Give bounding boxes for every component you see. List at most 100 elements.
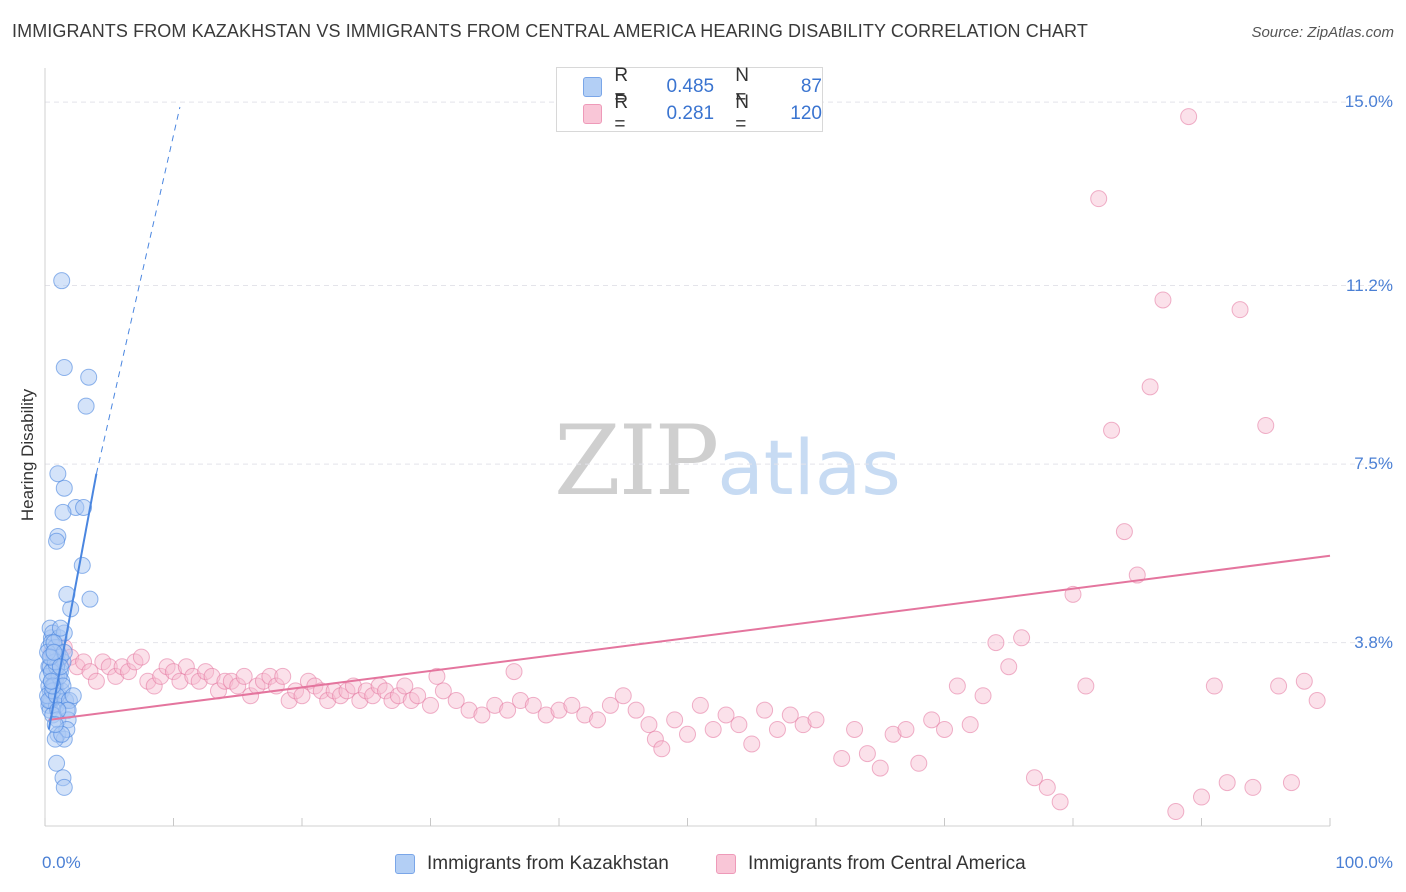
- central-america-points: [42, 108, 1326, 821]
- y-tick-label: 7.5%: [1354, 454, 1393, 474]
- central-america-point: [1270, 677, 1288, 695]
- bottom-legend-swatch-central-america: [716, 854, 736, 874]
- central-america-point: [364, 687, 382, 705]
- central-america-point: [576, 706, 594, 724]
- central-america-point: [1193, 788, 1210, 806]
- central-america-point: [280, 692, 298, 710]
- central-america-point: [351, 692, 369, 710]
- central-america-point: [948, 677, 966, 695]
- central-america-point: [704, 720, 722, 738]
- chart-title: IMMIGRANTS FROM KAZAKHSTAN VS IMMIGRANTS…: [12, 21, 1088, 41]
- central-america-point: [422, 696, 439, 714]
- central-america-point: [858, 745, 876, 763]
- central-america-point: [1231, 301, 1249, 319]
- central-america-point: [377, 682, 395, 700]
- central-america-point: [434, 682, 452, 700]
- central-america-point: [1282, 774, 1300, 792]
- central-america-point: [768, 720, 786, 738]
- y-tick-label: 11.2%: [1346, 275, 1393, 295]
- central-america-point: [987, 634, 1005, 652]
- central-america-point: [1154, 291, 1172, 309]
- kazakhstan-point: [77, 397, 95, 415]
- central-america-point: [486, 696, 504, 714]
- bottom-legend-kazakhstan: Immigrants from Kazakhstan: [395, 852, 669, 876]
- kazakhstan-point: [55, 479, 73, 497]
- central-america-point: [1141, 378, 1159, 396]
- central-america-point: [499, 701, 517, 719]
- central-america-point: [312, 682, 330, 700]
- kazakhstan-point: [81, 590, 99, 608]
- central-america-point: [1000, 658, 1018, 676]
- central-america-point: [81, 663, 99, 681]
- central-america-point: [1090, 190, 1108, 208]
- kazakhstan-point: [49, 465, 67, 483]
- central-america-trend-line: [48, 554, 1331, 721]
- central-america-point: [807, 711, 825, 729]
- kazakhstan-point: [54, 503, 72, 521]
- central-america-point: [936, 720, 953, 738]
- central-america-point: [145, 677, 163, 695]
- legend-n-value: 87: [800, 76, 822, 97]
- central-america-point: [794, 716, 812, 734]
- central-america-point: [1257, 416, 1275, 434]
- central-america-point: [563, 696, 581, 714]
- central-america-point: [1244, 778, 1262, 796]
- kazakhstan-point: [73, 556, 91, 574]
- central-america-point: [910, 754, 928, 772]
- central-america-point: [1205, 677, 1223, 695]
- legend-r-label: R =: [614, 92, 629, 135]
- central-america-point: [743, 735, 761, 753]
- central-america-point: [897, 720, 915, 738]
- central-america-point: [87, 672, 105, 690]
- legend-r-value: 0.485: [666, 76, 715, 97]
- central-america-point: [409, 687, 427, 705]
- kazakhstan-point: [64, 687, 82, 705]
- central-america-point: [216, 672, 234, 690]
- central-america-point: [833, 749, 851, 767]
- central-america-point: [396, 677, 414, 695]
- watermark-atlas: atlas: [717, 423, 901, 512]
- central-america-point: [884, 725, 902, 743]
- central-america-point: [1115, 523, 1133, 541]
- central-america-point: [679, 725, 696, 743]
- legend-swatch-central-america: [583, 104, 603, 124]
- central-america-point: [846, 720, 864, 738]
- central-america-point: [203, 667, 221, 685]
- central-america-point: [691, 696, 709, 714]
- kazakhstan-point: [55, 359, 73, 377]
- central-america-point: [261, 667, 279, 685]
- legend-n-label: N =: [735, 92, 749, 135]
- central-america-point: [961, 716, 979, 734]
- kazakhstan-point: [45, 643, 63, 661]
- central-america-point: [781, 706, 799, 724]
- central-america-point: [107, 667, 125, 685]
- legend-n-value: 120: [790, 103, 822, 124]
- central-america-point: [601, 696, 619, 714]
- kazakhstan-point: [80, 368, 98, 386]
- central-america-point: [1308, 692, 1326, 710]
- central-america-point: [614, 687, 632, 705]
- central-america-point: [274, 667, 292, 685]
- central-america-point: [871, 759, 889, 777]
- kazakhstan-point: [42, 672, 60, 690]
- watermark-zip: ZIP: [554, 405, 719, 517]
- legend-swatch-kazakhstan: [583, 77, 603, 97]
- axes: [44, 68, 1331, 827]
- central-america-point: [756, 701, 774, 719]
- central-america-point: [229, 677, 247, 695]
- central-america-point: [132, 648, 150, 666]
- central-america-point: [653, 740, 671, 758]
- central-america-point: [1180, 108, 1198, 126]
- x-tick-max: 100.0%: [1335, 853, 1393, 872]
- central-america-point: [1167, 803, 1185, 821]
- central-america-point: [190, 672, 208, 690]
- central-america-point: [717, 706, 735, 724]
- central-america-point: [171, 672, 189, 690]
- central-america-point: [100, 658, 118, 676]
- x-tick-min: 0.0%: [42, 853, 81, 872]
- correlation-legend: R = 0.485 N = 87 R = 0.281 N = 120: [556, 65, 823, 135]
- central-america-point: [511, 692, 529, 710]
- central-america-point: [730, 716, 748, 734]
- kazakhstan-point: [75, 498, 93, 516]
